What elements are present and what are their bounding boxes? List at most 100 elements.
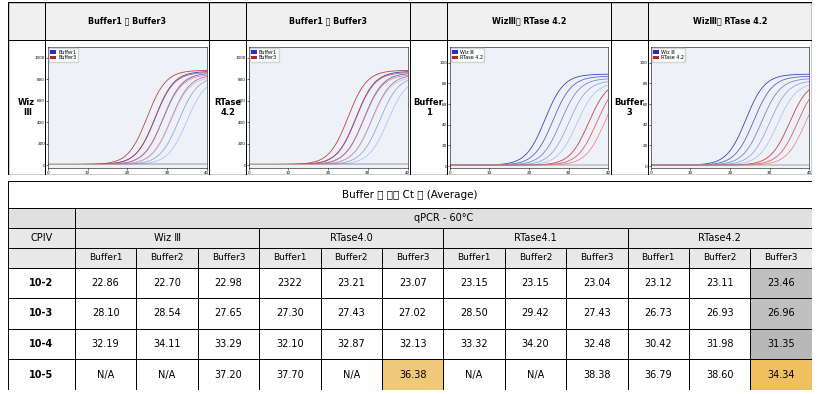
Text: 23.15: 23.15 — [459, 278, 487, 288]
Bar — [565, 329, 627, 359]
Text: 22.98: 22.98 — [215, 278, 242, 288]
Bar — [75, 268, 136, 298]
Bar — [259, 329, 320, 359]
Bar — [446, 40, 610, 175]
Bar — [688, 329, 749, 359]
Bar — [610, 2, 647, 40]
Bar — [382, 298, 443, 329]
Text: 36.38: 36.38 — [398, 370, 426, 380]
Bar — [647, 2, 811, 40]
Bar — [75, 329, 136, 359]
Bar — [197, 268, 259, 298]
Bar — [443, 268, 505, 298]
Text: 27.43: 27.43 — [337, 309, 364, 318]
Bar — [410, 40, 446, 175]
Text: Buffer1 와 Buffer3: Buffer1 와 Buffer3 — [88, 17, 166, 26]
Text: 37.70: 37.70 — [276, 370, 303, 380]
Text: 26.96: 26.96 — [767, 309, 794, 318]
Bar — [136, 298, 197, 329]
Text: 23.07: 23.07 — [398, 278, 426, 288]
Text: Buffer1: Buffer1 — [88, 253, 122, 262]
Bar — [627, 248, 688, 268]
Text: Buffer3: Buffer3 — [211, 253, 245, 262]
Text: N/A: N/A — [342, 370, 360, 380]
Legend: Buffer1, Buffer3: Buffer1, Buffer3 — [49, 48, 78, 62]
Bar — [320, 298, 382, 329]
Text: 31.98: 31.98 — [705, 339, 732, 349]
Bar — [446, 2, 610, 40]
Text: 29.42: 29.42 — [521, 309, 549, 318]
Bar — [8, 298, 75, 329]
Bar — [565, 248, 627, 268]
Bar — [209, 40, 246, 175]
Text: Buffer3: Buffer3 — [763, 253, 797, 262]
Text: 23.15: 23.15 — [521, 278, 549, 288]
Text: 38.60: 38.60 — [705, 370, 732, 380]
Bar — [382, 329, 443, 359]
Text: Buffer 에 따른 Ct 값 (Average): Buffer 에 따른 Ct 값 (Average) — [342, 190, 477, 200]
Text: 33.29: 33.29 — [215, 339, 242, 349]
Text: Buffer
3: Buffer 3 — [613, 98, 644, 117]
Bar — [610, 40, 647, 175]
Bar — [749, 359, 811, 390]
Text: Buffer2: Buffer2 — [334, 253, 368, 262]
Text: N/A: N/A — [158, 370, 175, 380]
Text: 26.73: 26.73 — [644, 309, 672, 318]
Text: 34.11: 34.11 — [153, 339, 180, 349]
Legend: Wiz Ⅲ, RTase 4.2: Wiz Ⅲ, RTase 4.2 — [651, 48, 685, 62]
Bar — [505, 329, 565, 359]
Bar — [749, 298, 811, 329]
Bar — [749, 268, 811, 298]
Bar — [505, 248, 565, 268]
Text: 10-3: 10-3 — [29, 309, 53, 318]
Bar — [197, 359, 259, 390]
Bar — [8, 227, 75, 248]
Text: 32.10: 32.10 — [276, 339, 303, 349]
Text: Buffer1: Buffer1 — [273, 253, 306, 262]
Text: qPCR - 60°C: qPCR - 60°C — [414, 213, 473, 223]
Bar — [688, 359, 749, 390]
Bar — [749, 248, 811, 268]
Text: 10-4: 10-4 — [29, 339, 53, 349]
Bar — [565, 268, 627, 298]
Text: CPIV: CPIV — [30, 233, 52, 243]
Bar — [45, 2, 209, 40]
Bar — [259, 298, 320, 329]
Text: 10-5: 10-5 — [29, 370, 53, 380]
Text: 26.93: 26.93 — [705, 309, 733, 318]
Text: Buffer1 와 Buffer3: Buffer1 와 Buffer3 — [289, 17, 367, 26]
Bar — [197, 248, 259, 268]
Bar — [382, 268, 443, 298]
Bar — [688, 298, 749, 329]
Text: 32.87: 32.87 — [337, 339, 364, 349]
Legend: Wiz Ⅲ, RTase 4.2: Wiz Ⅲ, RTase 4.2 — [450, 48, 484, 62]
Bar — [505, 268, 565, 298]
Bar — [8, 359, 75, 390]
Bar — [443, 329, 505, 359]
Text: 23.04: 23.04 — [582, 278, 610, 288]
Text: N/A: N/A — [526, 370, 544, 380]
Text: RTase4.2: RTase4.2 — [698, 233, 740, 243]
Bar — [259, 248, 320, 268]
Bar — [45, 40, 209, 175]
Bar — [627, 227, 811, 248]
Text: 34.20: 34.20 — [521, 339, 549, 349]
Bar — [8, 268, 75, 298]
Bar — [259, 227, 443, 248]
Bar — [382, 359, 443, 390]
Text: 31.35: 31.35 — [767, 339, 794, 349]
Bar — [443, 248, 505, 268]
Bar — [136, 248, 197, 268]
Bar — [197, 329, 259, 359]
Text: 22.86: 22.86 — [92, 278, 120, 288]
Bar — [627, 359, 688, 390]
Text: 30.42: 30.42 — [644, 339, 672, 349]
Text: 27.30: 27.30 — [276, 309, 303, 318]
Text: Buffer1: Buffer1 — [457, 253, 491, 262]
Text: 28.54: 28.54 — [153, 309, 181, 318]
Bar — [320, 329, 382, 359]
Bar — [259, 268, 320, 298]
Bar — [688, 248, 749, 268]
Bar — [136, 329, 197, 359]
Bar — [8, 2, 45, 40]
